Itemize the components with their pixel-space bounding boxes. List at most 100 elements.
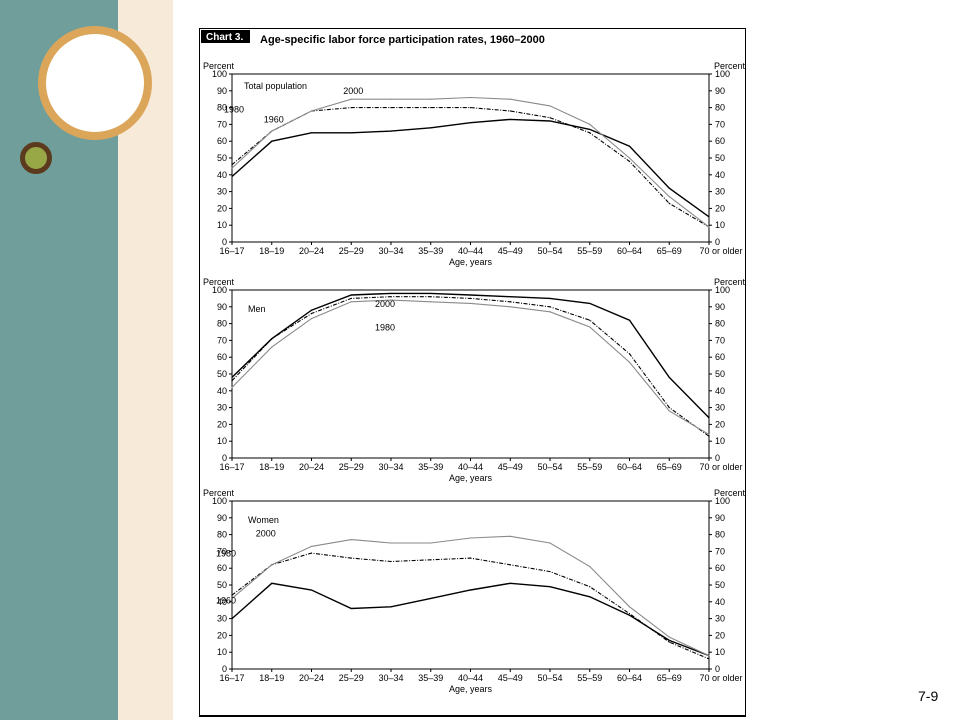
x-tick-label: 40–44 (458, 673, 483, 683)
data-point-1980 (350, 107, 352, 109)
x-tick-label: 35–39 (418, 673, 443, 683)
x-tick-label: 65–69 (657, 673, 682, 683)
y-tick-label-right: 100 (715, 285, 730, 295)
y-tick-label-right: 100 (715, 496, 730, 506)
x-tick-label: 16–17 (219, 673, 244, 683)
y-tick-label-left: 20 (217, 203, 227, 213)
x-tick-label: 16–17 (219, 246, 244, 256)
data-point-1980 (350, 557, 352, 559)
data-point-2000 (310, 317, 313, 320)
data-point-1980 (509, 301, 511, 303)
data-point-1960 (589, 596, 591, 598)
data-point-2000 (509, 306, 511, 308)
y-tick-label-left: 100 (212, 285, 227, 295)
x-tick-label: 40–44 (458, 246, 483, 256)
y-tick-label-right: 60 (715, 136, 725, 146)
y-tick-label-right: 30 (715, 614, 725, 624)
data-point-2000 (271, 564, 273, 566)
series-line-1960 (231, 582, 710, 657)
y-tick-label-left: 90 (217, 86, 227, 96)
data-point-1980 (430, 559, 432, 561)
y-axis-label-right: Percent (714, 61, 745, 71)
large-ring-ornament (38, 26, 152, 140)
x-tick-label: 60–64 (617, 246, 642, 256)
x-tick-label: 35–39 (418, 462, 443, 472)
x-tick-label: 50–54 (537, 246, 562, 256)
data-point-1980 (231, 380, 233, 382)
data-point-1980 (231, 164, 233, 166)
y-tick-label-right: 100 (715, 69, 730, 79)
data-point-1960 (271, 582, 273, 584)
y-tick-label-right: 20 (715, 203, 725, 213)
data-point-1960 (390, 130, 392, 132)
y-tick-label-right: 20 (715, 630, 725, 640)
data-point-1960 (469, 294, 472, 296)
data-point-1980 (350, 297, 352, 299)
data-point-2000 (430, 542, 432, 544)
data-point-1980 (589, 132, 591, 134)
panel-title: Total population (244, 81, 307, 91)
data-point-1960 (549, 297, 551, 299)
data-point-1960 (509, 296, 511, 298)
y-tick-label-left: 70 (217, 546, 227, 556)
y-tick-label-right: 40 (715, 597, 725, 607)
data-point-2000 (708, 226, 710, 228)
y-tick-label-left: 80 (217, 530, 227, 540)
data-point-2000 (589, 565, 591, 568)
series-label-1960: 1960 (216, 595, 236, 605)
data-point-2000 (509, 98, 511, 100)
series-line-2000 (231, 96, 710, 228)
plot-frame (231, 73, 710, 243)
data-point-1960 (668, 187, 670, 189)
data-point-1960 (549, 586, 551, 588)
data-point-1980 (668, 407, 670, 409)
series-label-1960: 1960 (264, 115, 284, 125)
chart-label: Chart 3. (206, 32, 243, 43)
y-tick-label-left: 70 (217, 119, 227, 129)
data-point-2000 (668, 196, 670, 198)
data-point-1960 (271, 140, 273, 142)
data-point-1980 (390, 107, 392, 109)
y-tick-label-right: 40 (715, 386, 725, 396)
data-point-2000 (271, 346, 273, 348)
series-line-1960 (231, 118, 710, 218)
x-tick-label: 70 or older (699, 673, 742, 683)
data-point-1980 (469, 557, 472, 559)
x-tick-label: 20–24 (299, 246, 324, 256)
data-point-2000 (390, 542, 392, 544)
series-label-1980: 1980 (224, 105, 244, 115)
series-line-1980 (231, 296, 710, 437)
y-tick-label-left: 100 (212, 496, 227, 506)
x-tick-label: 20–24 (299, 673, 324, 683)
data-point-1980 (310, 312, 313, 315)
y-tick-label-left: 10 (217, 647, 227, 657)
y-tick-label-left: 40 (217, 597, 227, 607)
data-point-2000 (271, 130, 273, 132)
series-line-1980 (231, 552, 710, 660)
y-tick-label-right: 50 (715, 153, 725, 163)
y-tick-label-left: 40 (217, 170, 227, 180)
y-tick-label-left: 80 (217, 103, 227, 113)
data-point-1980 (390, 560, 392, 563)
data-point-1960 (708, 417, 710, 419)
data-point-2000 (708, 433, 710, 436)
x-tick-label: 60–64 (617, 673, 642, 683)
y-tick-label-left: 50 (217, 580, 227, 590)
x-tick-label: 16–17 (219, 462, 244, 472)
data-point-1980 (628, 353, 631, 355)
chart-panel (229, 289, 712, 461)
x-axis-label: Age, years (449, 257, 493, 267)
data-point-1980 (628, 612, 631, 615)
data-point-2000 (350, 539, 352, 541)
x-tick-label: 65–69 (657, 462, 682, 472)
data-point-1960 (469, 122, 472, 124)
x-tick-label: 40–44 (458, 462, 483, 472)
x-tick-label: 55–59 (577, 246, 602, 256)
y-tick-label-right: 80 (715, 319, 725, 329)
data-point-2000 (231, 597, 233, 600)
data-point-1980 (469, 107, 472, 109)
data-point-2000 (549, 542, 551, 544)
panel-title: Women (248, 515, 279, 525)
data-point-2000 (430, 98, 432, 100)
data-point-1960 (231, 175, 233, 178)
